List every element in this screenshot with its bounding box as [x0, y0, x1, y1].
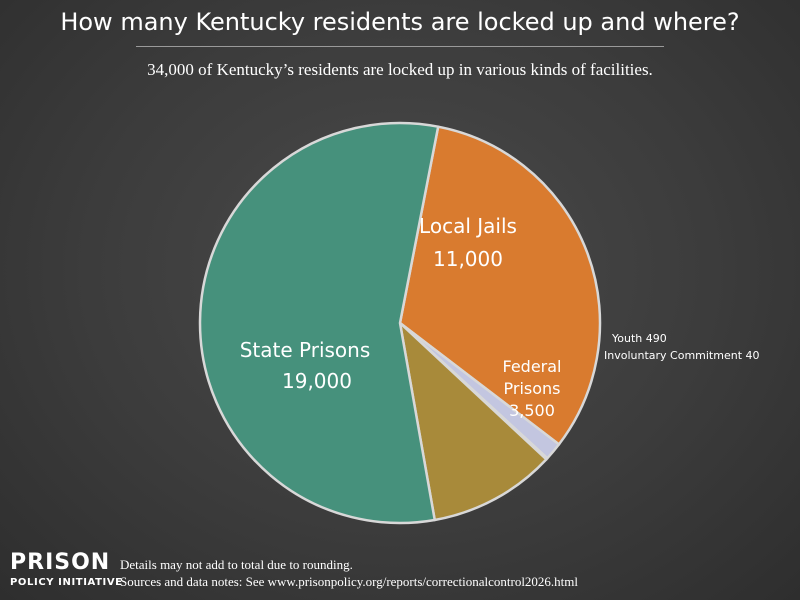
involuntary-commitment-label: Involuntary Commitment 40	[604, 349, 760, 362]
chart-title: How many Kentucky residents are locked u…	[60, 8, 740, 36]
pie-slice-local-jails	[398, 125, 602, 446]
footer-notes: Details may not add to total due to roun…	[120, 556, 578, 590]
local-jails-label: Local Jails	[419, 214, 517, 238]
logo-policy-initiative: POLICY INITIATIVE	[10, 577, 123, 588]
local-jails-value: 11,000	[433, 247, 503, 271]
pie-slice-state-prisons	[198, 121, 440, 525]
sources-note: Sources and data notes: See www.prisonpo…	[120, 574, 579, 589]
state-prisons-value: 19,000	[282, 369, 352, 393]
youth-label: Youth 490	[611, 332, 667, 345]
pie-slice-federal-prisons	[398, 321, 548, 522]
state-prisons-label: State Prisons	[240, 338, 371, 362]
logo-prison: PRISON	[10, 550, 111, 575]
rounding-note: Details may not add to total due to roun…	[120, 557, 353, 572]
title-divider	[136, 46, 664, 47]
federal-prisons-label-2: Prisons	[504, 379, 561, 398]
chart-subtitle: 34,000 of Kentucky’s residents are locke…	[147, 60, 653, 79]
federal-prisons-value: 3,500	[509, 401, 555, 420]
federal-prisons-label-1: Federal	[503, 357, 562, 376]
